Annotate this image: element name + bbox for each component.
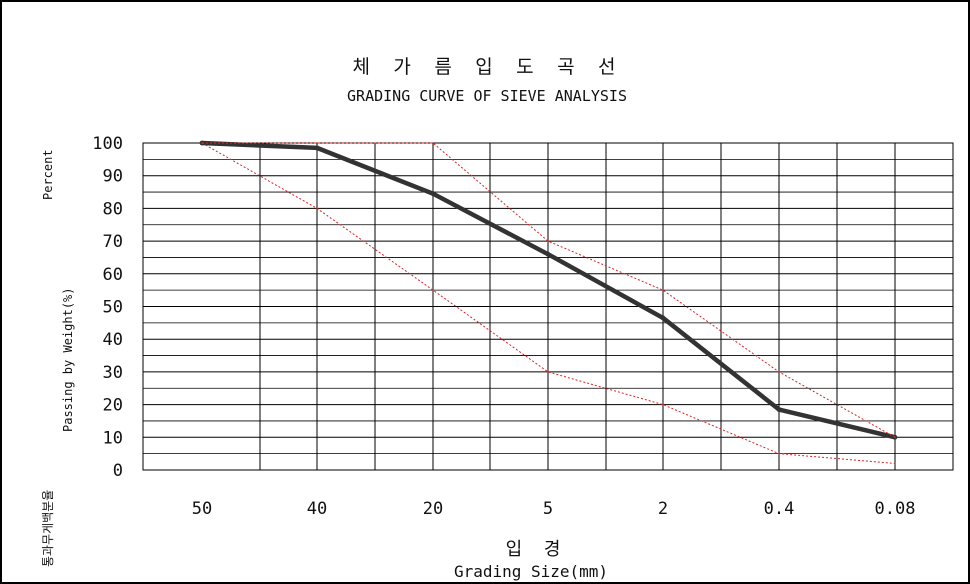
data-point — [894, 436, 896, 439]
y-tick-label: 60 — [103, 265, 123, 285]
data-point — [547, 371, 549, 373]
x-tick-label: 40 — [307, 499, 327, 519]
y-tick-label: 30 — [103, 363, 123, 383]
chart-subtitle: GRADING CURVE OF SIEVE ANALYSIS — [347, 87, 627, 105]
x-tick-label: 50 — [192, 499, 212, 519]
y-tick-label: 70 — [103, 232, 123, 252]
y-tick-label: 80 — [103, 199, 123, 219]
y-tick-label: 20 — [103, 396, 123, 416]
y-tick-label: 10 — [103, 428, 123, 448]
data-point — [432, 142, 434, 144]
data-point — [778, 371, 780, 373]
y-axis-label: Passing by Weight(%) — [61, 288, 75, 433]
chart-title: 체 가 름 입 도 곡 선 — [352, 56, 622, 78]
data-point — [316, 207, 318, 210]
x-tick-label: 5 — [543, 499, 553, 519]
x-tick-label: 0.08 — [875, 499, 916, 519]
data-point — [432, 289, 434, 291]
data-point — [547, 240, 549, 242]
data-point — [430, 191, 436, 197]
x-axis-label: Grading Size(mm) — [454, 562, 608, 581]
y-tick-label: 100 — [92, 134, 123, 154]
y-tick-label: 50 — [103, 298, 123, 318]
grid — [142, 142, 954, 471]
y-tick-label: 90 — [103, 167, 123, 187]
data-point — [545, 251, 551, 257]
data-point — [201, 142, 203, 144]
data-point — [778, 452, 780, 455]
data-point — [662, 403, 664, 406]
data-point — [316, 142, 318, 144]
x-axis-label-kr: 입 경 — [506, 539, 561, 560]
y-tick-label: 0 — [113, 461, 123, 481]
data-point — [314, 145, 320, 151]
plot-border — [142, 142, 954, 471]
series-group — [199, 140, 898, 465]
data-point — [660, 315, 666, 321]
data-point — [894, 462, 896, 465]
y-tick-label: 40 — [103, 330, 123, 350]
x-axis-ticks: 50 40 20 5 2 0.4 0.08 — [192, 499, 916, 519]
x-tick-label: 2 — [658, 499, 668, 519]
x-tick-label: 0.4 — [764, 499, 795, 519]
data-point — [776, 407, 782, 412]
data-point — [662, 289, 664, 291]
y-axis-label-top: Percent — [41, 149, 55, 200]
x-tick-label: 20 — [423, 499, 443, 519]
y-axis-label-kr: 통과무게백분율 — [41, 490, 55, 567]
